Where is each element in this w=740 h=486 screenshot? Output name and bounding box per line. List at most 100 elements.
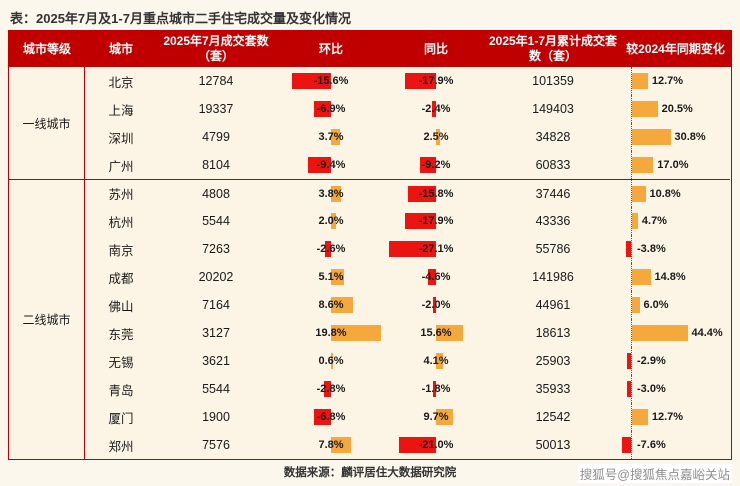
vs2024-value: 4.7% (641, 215, 667, 227)
mom-value: 0.6% (318, 355, 344, 367)
mom-cell: 3.7% (275, 123, 387, 151)
yoy-cell: -27.1% (387, 235, 485, 263)
mom-bar (331, 269, 344, 285)
yoy-cell: -2.4% (387, 95, 485, 123)
yoy-cell: 2.5% (387, 123, 485, 151)
mom-cell: -6.9% (275, 95, 387, 123)
vs2024-cell: -3.8% (621, 235, 730, 263)
cumulative-volume: 149403 (532, 102, 574, 116)
mom-bar (313, 101, 331, 117)
vs2024-value: 30.8% (674, 131, 706, 143)
mom-value: -6.8% (316, 411, 346, 423)
july-volume: 12784 (198, 74, 234, 88)
mom-cell: 7.8% (275, 431, 387, 459)
city-name: 南京 (108, 243, 134, 258)
july-volume: 3621 (202, 354, 230, 368)
yoy-value: -9.2% (421, 159, 451, 171)
vs2024-cell: 6.0% (621, 291, 730, 319)
mom-cell: 5.1% (275, 263, 387, 291)
col-header-city: 城市 (108, 41, 133, 56)
vs2024-value: 20.5% (661, 103, 693, 115)
yoy-value: -2.0% (421, 299, 451, 311)
vs2024-bar (626, 241, 631, 257)
vs2024-bar (627, 381, 631, 397)
mom-value: -2.8% (316, 383, 346, 395)
city-name: 青岛 (108, 383, 134, 398)
vs2024-cell: 14.8% (621, 263, 730, 291)
mom-cell: -2.8% (275, 375, 387, 403)
cumulative-volume: 18613 (535, 326, 571, 340)
vs2024-bar (632, 129, 671, 145)
data-source-note: 数据来源：麟评居住大数据研究院 (283, 467, 457, 479)
vs2024-bar (627, 353, 631, 369)
city-name: 广州 (108, 159, 134, 174)
vs2024-value: -3.0% (637, 383, 666, 395)
july-volume: 19337 (198, 102, 234, 116)
vs2024-bar (632, 213, 638, 229)
vs2024-cell: -3.0% (621, 375, 730, 403)
cumulative-volume: 44961 (535, 298, 571, 312)
mom-cell: -6.8% (275, 403, 387, 431)
yoy-bar (436, 129, 441, 145)
vs2024-value: 17.0% (657, 159, 689, 171)
vs2024-value: 10.8% (649, 187, 681, 200)
yoy-bar (432, 297, 436, 313)
vs2024-cell: 12.7% (621, 67, 730, 95)
vs2024-bar (632, 101, 658, 117)
yoy-value: -4.6% (421, 271, 451, 283)
city-name: 成都 (108, 271, 134, 286)
yoy-bar (431, 101, 436, 117)
yoy-cell: 9.7% (387, 403, 485, 431)
vs2024-bar (632, 157, 654, 173)
vs2024-bar (632, 73, 648, 89)
yoy-bar (428, 269, 436, 285)
table-header-row: 城市等级 城市 2025年7月成交套数（套） 环比 同比 2025年1-7月累计… (9, 31, 731, 67)
city-name: 上海 (108, 103, 134, 118)
vs2024-cell: 20.5% (621, 95, 730, 123)
cumulative-volume: 25903 (535, 354, 571, 368)
mom-value: 19.8% (315, 327, 347, 339)
mom-value: -6.9% (316, 103, 346, 115)
mom-value: 8.6% (318, 299, 344, 311)
mom-bar (331, 185, 341, 202)
vs2024-cell: 17.0% (621, 151, 730, 179)
cumulative-volume: 37446 (485, 179, 621, 207)
yoy-bar (436, 353, 444, 369)
july-volume: 3127 (202, 326, 230, 340)
yoy-cell: -15.8% (387, 179, 485, 207)
cumulative-volume: 50013 (535, 438, 571, 452)
vs2024-bar (632, 269, 651, 285)
july-volume: 4808 (157, 179, 275, 207)
vs2024-value: 44.4% (691, 327, 723, 339)
vs2024-bar (621, 437, 631, 453)
yoy-value: -27.1% (418, 243, 454, 255)
vs2024-bar (632, 409, 648, 425)
vs2024-value: -2.9% (637, 355, 666, 367)
vs2024-value: -7.6% (637, 439, 666, 451)
yoy-cell: 15.6% (387, 319, 485, 347)
july-volume: 7263 (202, 242, 230, 256)
cumulative-volume: 60833 (535, 158, 571, 172)
yoy-bar (408, 185, 436, 202)
mom-value: -2.6% (316, 243, 346, 255)
mom-cell: 3.8% (275, 179, 387, 207)
cumulative-volume: 101359 (532, 74, 574, 88)
yoy-bar (388, 241, 436, 257)
cumulative-volume: 34828 (535, 130, 571, 144)
july-volume: 20202 (198, 270, 234, 284)
july-volume: 5544 (202, 382, 230, 396)
col-header-yoy-change: 同比 (423, 41, 448, 56)
vs2024-bar (632, 297, 640, 313)
vs2024-cell: -7.6% (621, 431, 730, 459)
mom-value: 5.1% (318, 271, 344, 283)
vs2024-value: 6.0% (643, 299, 669, 311)
city-name: 深圳 (108, 131, 134, 146)
cumulative-volume: 55786 (535, 242, 571, 256)
city-name: 佛山 (108, 299, 134, 314)
mom-bar (331, 213, 336, 229)
july-volume: 4799 (202, 130, 230, 144)
mom-cell: -9.4% (275, 151, 387, 179)
mom-bar (324, 241, 331, 257)
watermark: 搜狐号@搜狐焦点嘉峪关站 (577, 464, 732, 483)
housing-transactions-table: 城市等级 城市 2025年7月成交套数（套） 环比 同比 2025年1-7月累计… (8, 30, 732, 460)
